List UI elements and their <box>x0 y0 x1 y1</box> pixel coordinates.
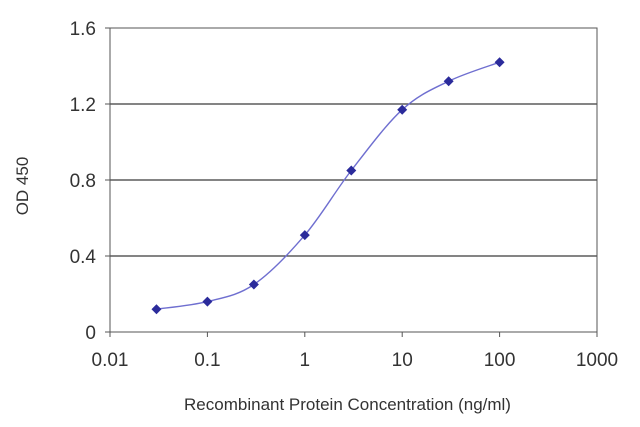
y-tick-label: 0.4 <box>70 247 97 268</box>
x-axis-label: Recombinant Protein Concentration (ng/ml… <box>184 395 511 414</box>
series-line <box>156 61 500 310</box>
data-point <box>346 165 357 176</box>
x-tick-label: 1 <box>300 350 311 371</box>
y-tick-label: 1.6 <box>70 19 96 40</box>
data-point <box>494 57 505 68</box>
data-point <box>443 76 454 87</box>
x-tick-label: 100 <box>484 350 516 371</box>
x-tick-label: 0.01 <box>92 350 129 371</box>
x-tick-label: 10 <box>392 350 413 371</box>
x-axis: 0.01 0.1 1 10 100 1000 <box>92 332 618 371</box>
data-point <box>202 296 213 307</box>
data-point <box>248 279 259 290</box>
y-axis-label: OD 450 <box>13 157 32 216</box>
grid-lines <box>110 103 597 257</box>
data-point <box>397 104 408 115</box>
y-tick-label: 1.2 <box>70 95 96 116</box>
data-points <box>151 57 505 315</box>
data-point <box>151 304 162 315</box>
y-axis: 0 0.4 0.8 1.2 1.6 <box>70 19 110 344</box>
y-tick-label: 0.8 <box>70 171 96 192</box>
x-tick-label: 0.1 <box>194 350 220 371</box>
y-tick-label: 0 <box>85 323 96 344</box>
data-point <box>299 230 310 241</box>
x-tick-label: 1000 <box>576 350 618 371</box>
